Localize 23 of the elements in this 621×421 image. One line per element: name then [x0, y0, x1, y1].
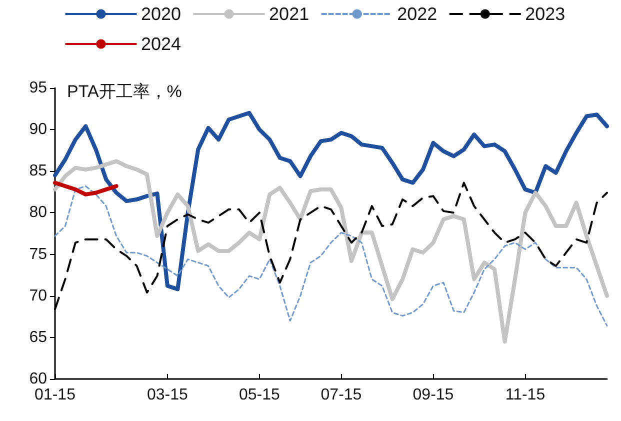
x-tick-label: 11-15 [505, 386, 546, 404]
legend-label: 2024 [141, 34, 182, 54]
y-tick-label: 65 [29, 328, 48, 346]
x-tick-label: 09-15 [412, 386, 454, 404]
x-tick-label: 07-15 [320, 386, 362, 404]
y-tick-label: 80 [29, 204, 48, 222]
legend-label: 2020 [141, 4, 182, 24]
y-tick-label: 90 [29, 121, 48, 138]
y-tick-label: 95 [29, 80, 48, 96]
line-series [53, 110, 609, 292]
legend-label: 2021 [269, 4, 310, 24]
x-tick-label: 03-15 [146, 386, 188, 404]
y-tick-label: 85 [29, 162, 48, 180]
line-series [53, 159, 609, 344]
legend-label: 2023 [525, 4, 566, 24]
x-tick-label: 01-15 [34, 386, 76, 404]
y-tick-label: 75 [29, 246, 48, 263]
y-tick-label: 70 [29, 287, 48, 304]
line-series [53, 180, 118, 196]
legend-label: 2022 [397, 4, 438, 24]
y-tick-label: 60 [29, 370, 48, 388]
y-axis-title: PTA开工率，% [67, 82, 182, 101]
x-tick-label: 05-15 [238, 386, 280, 404]
